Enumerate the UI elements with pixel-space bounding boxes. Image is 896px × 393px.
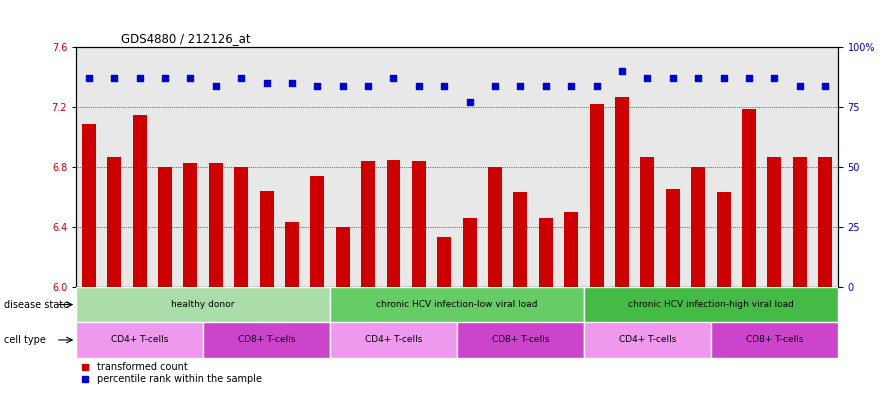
Bar <box>209 163 223 287</box>
Bar <box>457 322 584 358</box>
Point <box>108 75 122 81</box>
Bar <box>711 322 838 358</box>
Bar <box>203 322 330 358</box>
Bar <box>158 167 172 287</box>
Bar <box>330 322 457 358</box>
Point <box>717 75 731 81</box>
Bar <box>691 167 705 287</box>
Bar <box>310 176 324 287</box>
Point <box>234 75 248 81</box>
Bar <box>615 97 629 287</box>
Point <box>158 75 172 81</box>
Text: CD4+ T-cells: CD4+ T-cells <box>618 336 676 344</box>
Point <box>133 75 147 81</box>
Point <box>335 83 349 89</box>
Point <box>590 83 604 89</box>
Bar <box>133 115 147 287</box>
Bar <box>767 156 781 287</box>
Bar <box>742 108 756 287</box>
Point <box>310 83 324 89</box>
Point <box>361 83 375 89</box>
Bar <box>564 212 578 287</box>
Point <box>488 83 503 89</box>
Point <box>437 83 452 89</box>
Text: healthy donor: healthy donor <box>171 300 235 309</box>
Point <box>209 83 223 89</box>
Bar <box>361 161 375 287</box>
Bar <box>462 218 477 287</box>
Point <box>691 75 705 81</box>
Bar <box>336 227 349 287</box>
Point <box>285 80 299 86</box>
Bar <box>285 222 299 287</box>
Bar <box>818 156 832 287</box>
Point <box>818 83 832 89</box>
Bar <box>584 322 711 358</box>
Text: chronic HCV infection-low viral load: chronic HCV infection-low viral load <box>376 300 538 309</box>
Bar <box>76 287 330 322</box>
Bar <box>590 104 604 287</box>
Bar <box>108 156 121 287</box>
Text: disease state: disease state <box>4 299 70 310</box>
Bar <box>488 167 502 287</box>
Text: GDS4880 / 212126_at: GDS4880 / 212126_at <box>121 32 251 45</box>
Point <box>641 75 655 81</box>
Bar <box>184 163 197 287</box>
Point <box>742 75 756 81</box>
Bar <box>82 123 96 287</box>
Bar <box>793 156 806 287</box>
Bar <box>513 193 528 287</box>
Bar <box>234 167 248 287</box>
Point <box>538 83 553 89</box>
Bar <box>437 237 452 287</box>
Bar <box>584 287 838 322</box>
Point <box>793 83 807 89</box>
Bar <box>717 193 730 287</box>
Text: CD8+ T-cells: CD8+ T-cells <box>492 336 549 344</box>
Bar <box>412 161 426 287</box>
Point <box>82 75 96 81</box>
Point <box>412 83 426 89</box>
Bar <box>386 160 401 287</box>
Bar <box>76 322 203 358</box>
Text: CD8+ T-cells: CD8+ T-cells <box>237 336 296 344</box>
Point <box>564 83 579 89</box>
Text: CD4+ T-cells: CD4+ T-cells <box>365 336 422 344</box>
Bar <box>641 156 654 287</box>
Point <box>386 75 401 81</box>
Point <box>666 75 680 81</box>
Bar <box>260 191 273 287</box>
Point <box>615 68 629 74</box>
Point <box>767 75 781 81</box>
Bar <box>538 218 553 287</box>
Point <box>513 83 528 89</box>
Text: CD8+ T-cells: CD8+ T-cells <box>745 336 803 344</box>
Text: chronic HCV infection-high viral load: chronic HCV infection-high viral load <box>628 300 794 309</box>
Point <box>260 80 274 86</box>
Bar <box>666 189 680 287</box>
Point <box>184 75 198 81</box>
Bar <box>330 287 584 322</box>
Legend: transformed count, percentile rank within the sample: transformed count, percentile rank withi… <box>81 362 262 384</box>
Point <box>462 99 477 105</box>
Text: CD4+ T-cells: CD4+ T-cells <box>111 336 168 344</box>
Text: cell type: cell type <box>4 335 47 345</box>
